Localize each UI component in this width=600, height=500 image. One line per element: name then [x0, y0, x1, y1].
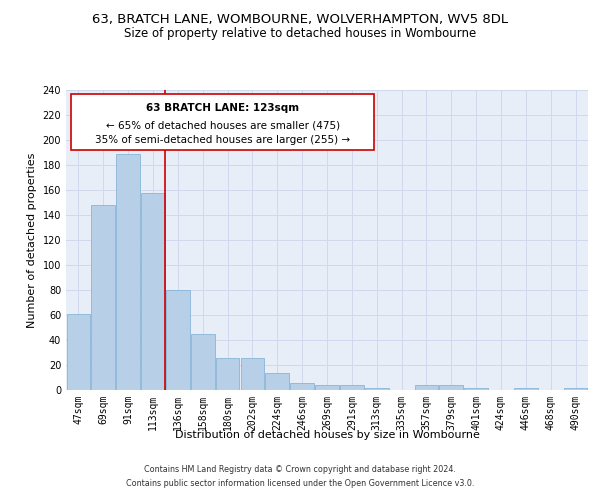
Bar — [67, 314, 90, 390]
Bar — [315, 385, 339, 390]
Bar — [415, 385, 438, 390]
Text: Contains HM Land Registry data © Crown copyright and database right 2024.
Contai: Contains HM Land Registry data © Crown c… — [126, 466, 474, 487]
Bar — [141, 192, 165, 390]
Bar — [365, 388, 389, 390]
Bar — [290, 382, 314, 390]
Text: Size of property relative to detached houses in Wombourne: Size of property relative to detached ho… — [124, 28, 476, 40]
Bar — [564, 388, 587, 390]
Bar — [340, 385, 364, 390]
Bar — [191, 334, 215, 390]
FancyBboxPatch shape — [71, 94, 374, 150]
Bar — [464, 388, 488, 390]
Bar — [216, 358, 239, 390]
Bar — [265, 372, 289, 390]
Bar — [514, 388, 538, 390]
Text: 35% of semi-detached houses are larger (255) →: 35% of semi-detached houses are larger (… — [95, 135, 350, 145]
Bar — [91, 205, 115, 390]
Text: ← 65% of detached houses are smaller (475): ← 65% of detached houses are smaller (47… — [106, 120, 340, 130]
Text: 63 BRATCH LANE: 123sqm: 63 BRATCH LANE: 123sqm — [146, 104, 299, 114]
Text: 63, BRATCH LANE, WOMBOURNE, WOLVERHAMPTON, WV5 8DL: 63, BRATCH LANE, WOMBOURNE, WOLVERHAMPTO… — [92, 12, 508, 26]
Bar — [116, 154, 140, 390]
Bar — [439, 385, 463, 390]
Bar — [241, 358, 264, 390]
Text: Distribution of detached houses by size in Wombourne: Distribution of detached houses by size … — [175, 430, 479, 440]
Y-axis label: Number of detached properties: Number of detached properties — [27, 152, 37, 328]
Bar — [166, 290, 190, 390]
